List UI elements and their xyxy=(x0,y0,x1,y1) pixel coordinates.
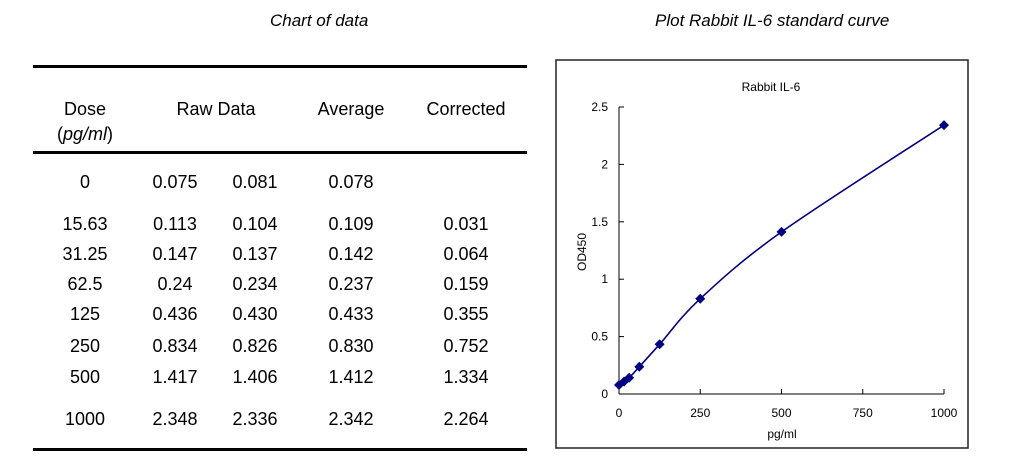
data-point xyxy=(776,226,787,237)
x-tick-label: 0 xyxy=(616,406,623,420)
header-dose: Dose xyxy=(63,99,107,119)
table-top-rule xyxy=(33,65,527,68)
cell-corrected: 2.264 xyxy=(443,409,489,429)
x-tick-label: 250 xyxy=(690,406,710,420)
table-header-rule xyxy=(33,151,527,154)
cell-raw1: 0.075 xyxy=(152,172,198,192)
y-tick-label: 2 xyxy=(601,157,608,171)
cell-average: 0.142 xyxy=(328,244,374,264)
cell-raw1: 1.417 xyxy=(152,367,198,387)
y-tick-label: 1.5 xyxy=(591,215,608,229)
table-title: Chart of data xyxy=(270,11,369,30)
cell-dose: 1000 xyxy=(64,409,106,429)
cell-raw2: 1.406 xyxy=(232,367,278,387)
cell-average: 2.342 xyxy=(328,409,374,429)
cell-corrected: 0.031 xyxy=(443,214,489,234)
data-point xyxy=(939,120,949,131)
header-corrected: Corrected xyxy=(426,99,506,119)
cell-raw2: 0.234 xyxy=(232,274,278,294)
data-point xyxy=(654,339,665,350)
chart-frame xyxy=(555,59,969,449)
cell-average: 0.078 xyxy=(328,172,374,192)
cell-dose: 15.63 xyxy=(62,214,108,234)
header-raw-data: Raw Data xyxy=(176,99,256,119)
y-axis-label: OD450 xyxy=(575,233,589,271)
dose-unit: pg/ml xyxy=(62,124,108,144)
cell-corrected: 0.355 xyxy=(443,304,489,324)
cell-raw2: 0.081 xyxy=(232,172,278,192)
cell-raw1: 0.834 xyxy=(152,336,198,356)
cell-raw1: 0.436 xyxy=(152,304,198,324)
cell-dose: 0 xyxy=(79,172,91,192)
cell-raw2: 0.104 xyxy=(232,214,278,234)
cell-average: 0.237 xyxy=(328,274,374,294)
cell-raw1: 0.113 xyxy=(153,214,197,234)
x-tick-label: 500 xyxy=(771,406,791,420)
cell-corrected: 0.752 xyxy=(443,336,489,356)
cell-dose: 250 xyxy=(69,336,101,356)
y-tick-label: 1 xyxy=(601,272,608,286)
cell-dose: 62.5 xyxy=(67,274,103,294)
cell-raw2: 2.336 xyxy=(232,409,278,429)
table-bottom-rule xyxy=(33,448,527,451)
chart-title: Rabbit IL-6 xyxy=(742,80,801,94)
header-dose-unit: (pg/ml) xyxy=(56,124,114,144)
cell-corrected: 0.159 xyxy=(443,274,489,294)
cell-corrected: 0.064 xyxy=(443,244,489,264)
cell-raw1: 0.24 xyxy=(157,274,193,294)
data-point xyxy=(634,361,645,372)
cell-average: 0.433 xyxy=(328,304,374,324)
cell-corrected: 1.334 xyxy=(443,367,489,387)
cell-average: 0.109 xyxy=(328,214,374,234)
header-average: Average xyxy=(317,99,385,119)
cell-dose: 500 xyxy=(69,367,101,387)
cell-average: 0.830 xyxy=(328,336,374,356)
x-tick-label: 750 xyxy=(853,406,873,420)
cell-dose: 31.25 xyxy=(62,244,108,264)
cell-raw1: 0.147 xyxy=(152,244,198,264)
y-tick-label: 2.5 xyxy=(591,100,608,114)
cell-dose: 125 xyxy=(69,304,101,324)
data-point xyxy=(624,372,635,383)
cell-raw2: 0.137 xyxy=(232,244,278,264)
cell-raw2: 0.826 xyxy=(232,336,278,356)
data-point xyxy=(695,293,706,304)
cell-average: 1.412 xyxy=(328,367,374,387)
cell-raw2: 0.430 xyxy=(232,304,278,324)
y-tick-label: 0 xyxy=(601,387,608,401)
plot-title: Plot Rabbit IL-6 standard curve xyxy=(655,11,890,30)
y-tick-label: 0.5 xyxy=(591,330,608,344)
x-axis-label: pg/ml xyxy=(767,427,796,441)
cell-raw1: 2.348 xyxy=(152,409,198,429)
x-tick-label: 1000 xyxy=(931,406,958,420)
